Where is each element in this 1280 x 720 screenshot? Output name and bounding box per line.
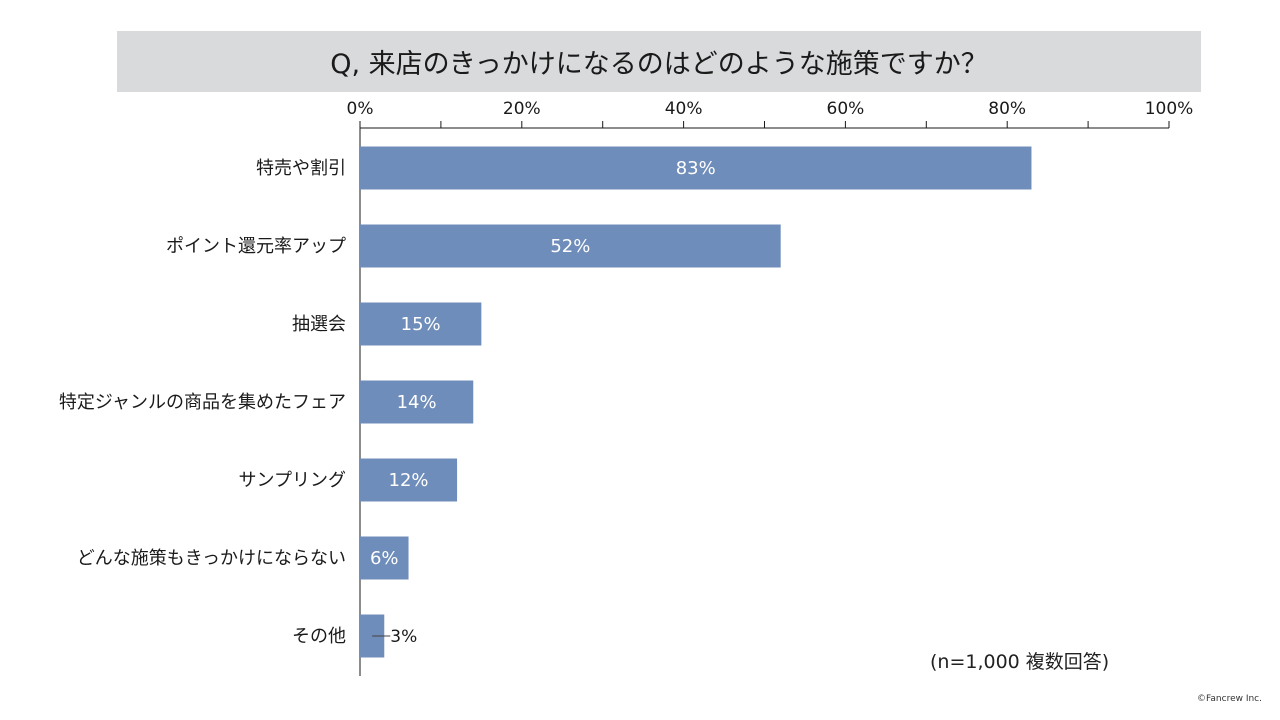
category-label: サンプリング <box>239 470 346 491</box>
x-tick-label: 40% <box>665 99 703 119</box>
category-label: その他 <box>292 626 346 647</box>
bar <box>360 380 474 424</box>
sample-note: (n=1,000 複数回答) <box>930 651 1110 673</box>
bar <box>360 146 1032 190</box>
category-label: 特定ジャンルの商品を集めたフェア <box>59 392 346 413</box>
bar <box>360 458 458 502</box>
data-label: 83% <box>676 158 716 179</box>
data-label: 12% <box>389 470 429 491</box>
category-label: どんな施策もきっかけにならない <box>77 548 346 569</box>
x-tick-label: 20% <box>503 99 541 119</box>
category-label: 特売や割引 <box>256 158 346 179</box>
bar <box>360 536 409 580</box>
data-label: 15% <box>401 314 441 335</box>
copyright: ©Fancrew Inc. <box>1197 694 1262 704</box>
bar <box>360 302 482 346</box>
x-tick-label: 60% <box>827 99 865 119</box>
category-label: 抽選会 <box>292 314 346 335</box>
x-tick-label: 80% <box>988 99 1026 119</box>
data-label: 6% <box>370 548 399 569</box>
data-label: 3% <box>390 627 417 647</box>
x-tick-label: 0% <box>347 99 374 119</box>
data-label: 14% <box>397 392 437 413</box>
chart-title-bar: Q, 来店のきっかけになるのはどのような施策ですか？ <box>117 31 1201 92</box>
bar <box>360 224 781 268</box>
data-label: 52% <box>550 236 590 257</box>
category-label: ポイント還元率アップ <box>166 236 346 257</box>
x-tick-label: 100% <box>1145 99 1194 119</box>
chart-title: Q, 来店のきっかけになるのはどのような施策ですか？ <box>330 49 988 80</box>
